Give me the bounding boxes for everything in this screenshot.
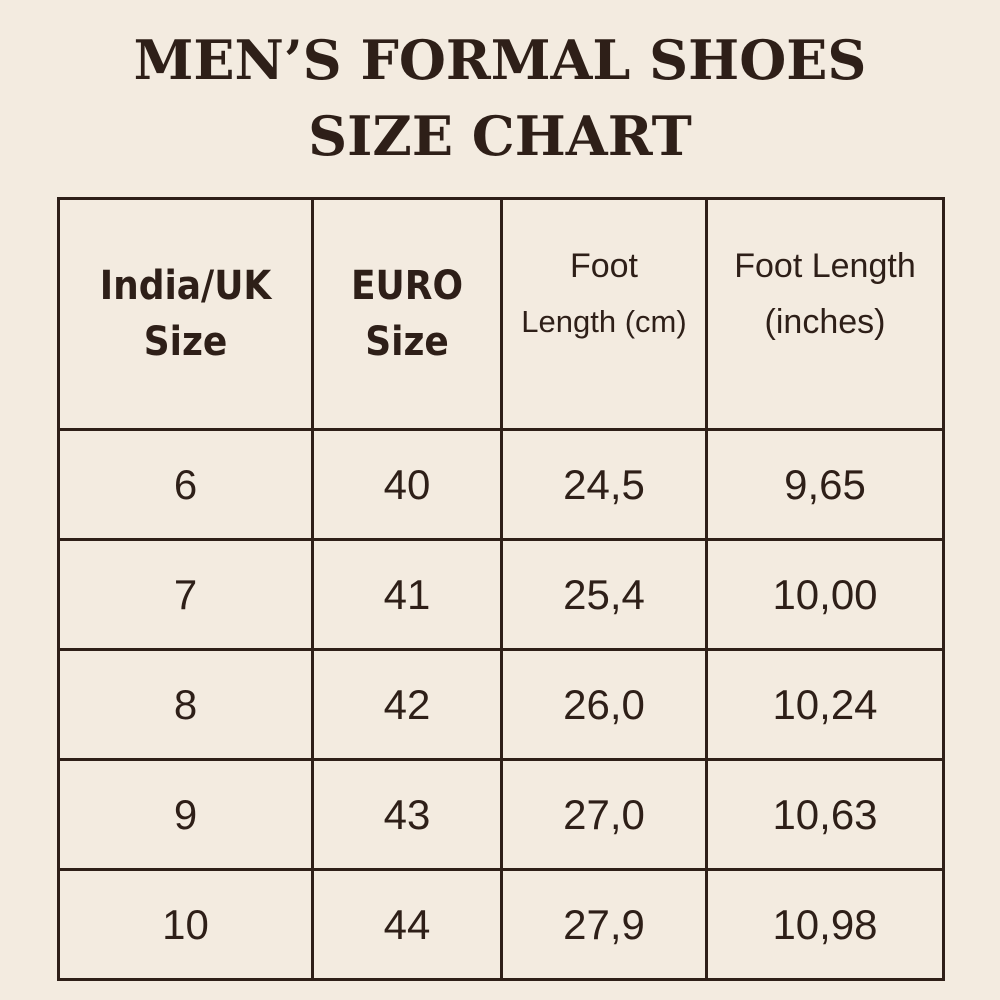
header-text: Size xyxy=(143,319,228,365)
cell-india-uk-size: 6 xyxy=(57,428,314,541)
title-line-1: MEN’S FORMAL SHOES xyxy=(133,28,867,92)
header-text: Foot Length xyxy=(734,247,916,285)
cell-india-uk-size: 9 xyxy=(57,758,314,871)
header-india-uk-size: India/UK Size xyxy=(57,197,314,431)
table-row: 8 42 26,0 10,24 xyxy=(57,648,945,761)
cell-euro-size: 42 xyxy=(311,648,503,761)
cell-foot-length-inches: 9,65 xyxy=(705,428,945,541)
cell-foot-length-cm: 27,0 xyxy=(500,758,708,871)
cell-foot-length-cm: 25,4 xyxy=(500,538,708,651)
cell-india-uk-size: 10 xyxy=(57,868,314,981)
header-text: EURO xyxy=(350,263,464,309)
header-euro-size: EURO Size xyxy=(311,197,503,431)
cell-india-uk-size: 7 xyxy=(57,538,314,651)
cell-euro-size: 40 xyxy=(311,428,503,541)
cell-euro-size: 41 xyxy=(311,538,503,651)
cell-euro-size: 44 xyxy=(311,868,503,981)
header-text: Foot xyxy=(569,247,639,285)
header-foot-length-cm: Foot Length (cm) xyxy=(500,197,708,431)
size-chart-table: India/UK Size EURO Size Foot Length (cm) Fo… xyxy=(57,197,945,981)
cell-foot-length-inches: 10,00 xyxy=(705,538,945,651)
title-line-2: SIZE CHART xyxy=(308,104,692,168)
cell-foot-length-cm: 27,9 xyxy=(500,868,708,981)
header-text: India/UK xyxy=(99,263,272,309)
header-row: India/UK Size EURO Size Foot Length (cm) Fo… xyxy=(57,197,945,431)
table-row: 7 41 25,4 10,00 xyxy=(57,538,945,651)
table-row: 10 44 27,9 10,98 xyxy=(57,868,945,981)
cell-foot-length-cm: 26,0 xyxy=(500,648,708,761)
cell-india-uk-size: 8 xyxy=(57,648,314,761)
cell-euro-size: 43 xyxy=(311,758,503,871)
page-title: MEN’S FORMAL SHOES SIZE CHART xyxy=(0,22,1000,174)
header-text: (inches) xyxy=(764,303,886,341)
table-row: 6 40 24,5 9,65 xyxy=(57,428,945,541)
cell-foot-length-inches: 10,98 xyxy=(705,868,945,981)
cell-foot-length-inches: 10,63 xyxy=(705,758,945,871)
header-text: Size xyxy=(365,319,449,365)
cell-foot-length-cm: 24,5 xyxy=(500,428,708,541)
header-text: Length (cm) xyxy=(521,304,687,339)
cell-foot-length-inches: 10,24 xyxy=(705,648,945,761)
table-row: 9 43 27,0 10,63 xyxy=(57,758,945,871)
header-foot-length-inches: Foot Length (inches) xyxy=(705,197,945,431)
